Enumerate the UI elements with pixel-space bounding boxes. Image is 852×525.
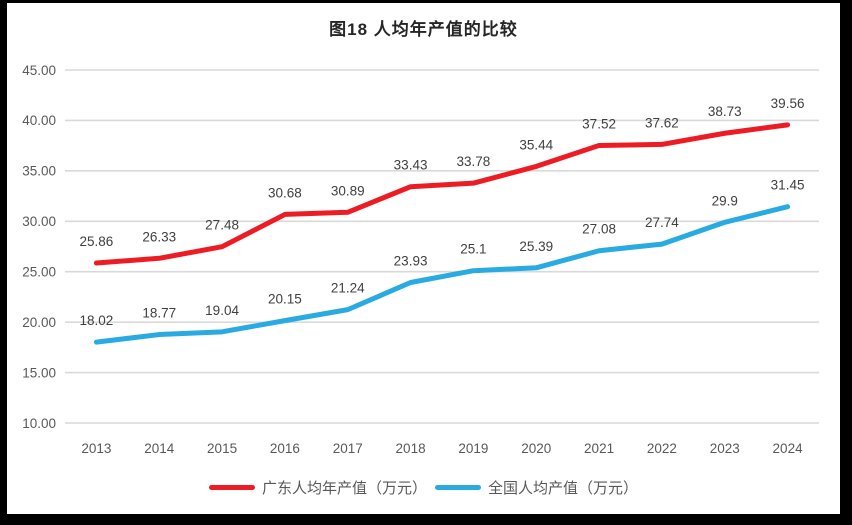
legend-swatch-national-line xyxy=(435,484,481,490)
legend-item-national: 全国人均产值（万元） xyxy=(435,477,638,498)
legend-label-national: 全国人均产值（万元） xyxy=(488,479,639,497)
legend-swatch-guangdong-line xyxy=(208,484,255,490)
legend-label-guangdong: 广东人均年产值（万元） xyxy=(261,479,427,497)
legend: 广东人均年产值（万元） 全国人均产值（万元） xyxy=(7,477,840,497)
chart-canvas xyxy=(7,3,840,514)
chart-title: 图18 人均年产值的比较 xyxy=(329,20,518,39)
legend-item-guangdong: 广东人均年产值（万元） xyxy=(208,477,427,498)
